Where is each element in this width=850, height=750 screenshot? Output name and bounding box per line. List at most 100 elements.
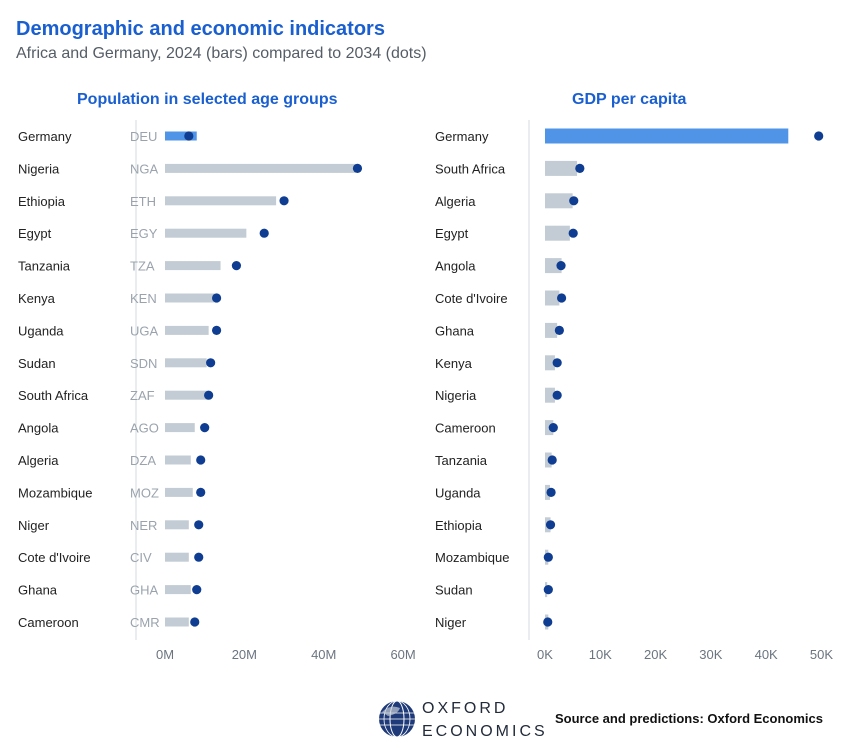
gdp-category-label: South Africa <box>435 161 506 176</box>
oxford-economics-logo: OXFORD ECONOMICS <box>379 700 548 740</box>
pop-country-code: CMR <box>130 615 160 630</box>
pop-bar-2024 <box>165 617 189 627</box>
logo-line2: ECONOMICS <box>422 723 548 740</box>
gdp-dot-2034 <box>556 261 566 271</box>
gdp-bar-2024 <box>545 258 562 274</box>
gdp-category-label: Angola <box>435 259 476 274</box>
gdp-dot-2034 <box>543 552 553 562</box>
chart-subtitle: Africa and Germany, 2024 (bars) compared… <box>16 45 427 62</box>
pop-category-label: Ethiopia <box>18 194 66 209</box>
gdp-category-label: Algeria <box>435 194 476 209</box>
gdp-dot-2034 <box>814 131 824 141</box>
pop-dot-2034 <box>211 325 222 335</box>
pop-country-code: NER <box>130 518 157 533</box>
gdp-x-tick-label: 50K <box>810 647 833 662</box>
gdp-category-label: Mozambique <box>435 550 509 565</box>
gdp-dot-2034 <box>569 196 579 206</box>
pop-country-code: ZAF <box>130 388 155 403</box>
pop-country-code: DEU <box>130 129 157 144</box>
gdp-dot-2034 <box>548 423 558 433</box>
gdp-category-label: Niger <box>435 615 467 630</box>
pop-country-code: SDN <box>130 356 157 371</box>
gdp-bar-2024 <box>545 387 555 403</box>
population-panel-title: Population in selected age groups <box>77 91 338 108</box>
pop-dot-2034 <box>196 487 206 497</box>
pop-category-label: Germany <box>18 129 72 144</box>
globe-icon <box>379 700 415 738</box>
pop-x-tick-label: 20M <box>232 647 257 662</box>
gdp-category-label: Ethiopia <box>435 518 483 533</box>
pop-country-code: AGO <box>130 421 159 436</box>
gdp-category-label: Nigeria <box>435 388 477 403</box>
pop-bar-2024 <box>165 423 195 433</box>
pop-dot-2034 <box>200 423 210 433</box>
pop-category-label: Tanzania <box>18 259 71 274</box>
pop-x-tick-label: 60M <box>390 647 415 662</box>
pop-dot-2034 <box>190 617 200 627</box>
pop-country-code: UGA <box>130 323 159 338</box>
pop-category-label: Uganda <box>18 323 64 338</box>
pop-x-tick-label: 40M <box>311 647 336 662</box>
gdp-dot-2034 <box>568 228 578 238</box>
gdp-x-tick-label: 20K <box>644 647 667 662</box>
gdp-dot-2034 <box>552 390 562 400</box>
pop-country-code: KEN <box>130 291 157 306</box>
pop-bar-2024 <box>165 520 189 530</box>
pop-bar-2024 <box>165 163 356 173</box>
gdp-category-label: Cameroon <box>435 421 496 436</box>
gdp-dot-2034 <box>543 585 553 595</box>
pop-dot-2034 <box>352 163 363 173</box>
source-note: Source and predictions: Oxford Economics <box>555 711 823 726</box>
pop-dot-2034 <box>184 131 194 141</box>
pop-country-code: EGY <box>130 226 158 241</box>
gdp-x-tick-label: 10K <box>589 647 612 662</box>
gdp-category-label: Kenya <box>435 356 473 371</box>
gdp-category-label: Germany <box>435 129 489 144</box>
gdp-panel: Germany South Africa Algeria Egypt Angola Cot… <box>435 120 833 662</box>
gdp-bar-2024 <box>545 225 570 241</box>
gdp-dot-2034 <box>575 163 585 173</box>
pop-dot-2034 <box>196 455 206 465</box>
pop-country-code: MOZ <box>130 485 159 500</box>
gdp-x-tick-label: 30K <box>699 647 722 662</box>
pop-dot-2034 <box>194 520 204 530</box>
pop-country-code: CIV <box>130 550 152 565</box>
gdp-bar-2024 <box>545 193 573 209</box>
population-panel: Germany DEU Nigeria NGA Ethiopia ETH Egypt EGY T… <box>18 120 416 662</box>
pop-bar-2024 <box>165 228 247 238</box>
pop-bar-2024 <box>165 261 221 271</box>
pop-bar-2024 <box>165 487 193 497</box>
pop-country-code: GHA <box>130 583 159 598</box>
gdp-category-label: Uganda <box>435 485 481 500</box>
pop-country-code: DZA <box>130 453 156 468</box>
gdp-category-label: Tanzania <box>435 453 488 468</box>
gdp-bar-2024 <box>545 290 560 306</box>
pop-bar-2024 <box>165 390 209 400</box>
pop-bar-2024 <box>165 131 197 141</box>
gdp-dot-2034 <box>547 455 557 465</box>
gdp-category-label: Ghana <box>435 323 475 338</box>
gdp-dot-2034 <box>556 293 567 303</box>
pop-country-code: NGA <box>130 161 159 176</box>
pop-category-label: Mozambique <box>18 485 92 500</box>
pop-country-code: TZA <box>130 259 155 274</box>
pop-bar-2024 <box>165 585 191 595</box>
pop-dot-2034 <box>211 293 222 303</box>
gdp-bar-2024 <box>545 160 578 176</box>
pop-category-label: Cote d'Ivoire <box>18 550 91 565</box>
pop-dot-2034 <box>206 358 216 368</box>
pop-category-label: Angola <box>18 421 59 436</box>
pop-dot-2034 <box>192 585 202 595</box>
gdp-bar-2024 <box>545 128 789 144</box>
pop-dot-2034 <box>231 261 242 271</box>
pop-category-label: Cameroon <box>18 615 79 630</box>
pop-category-label: Algeria <box>18 453 59 468</box>
gdp-panel-title: GDP per capita <box>572 91 687 108</box>
pop-category-label: Kenya <box>18 291 56 306</box>
pop-dot-2034 <box>259 228 269 238</box>
pop-category-label: Niger <box>18 518 50 533</box>
gdp-x-tick-label: 40K <box>755 647 778 662</box>
gdp-x-tick-label: 0K <box>537 647 553 662</box>
pop-dot-2034 <box>279 196 289 206</box>
